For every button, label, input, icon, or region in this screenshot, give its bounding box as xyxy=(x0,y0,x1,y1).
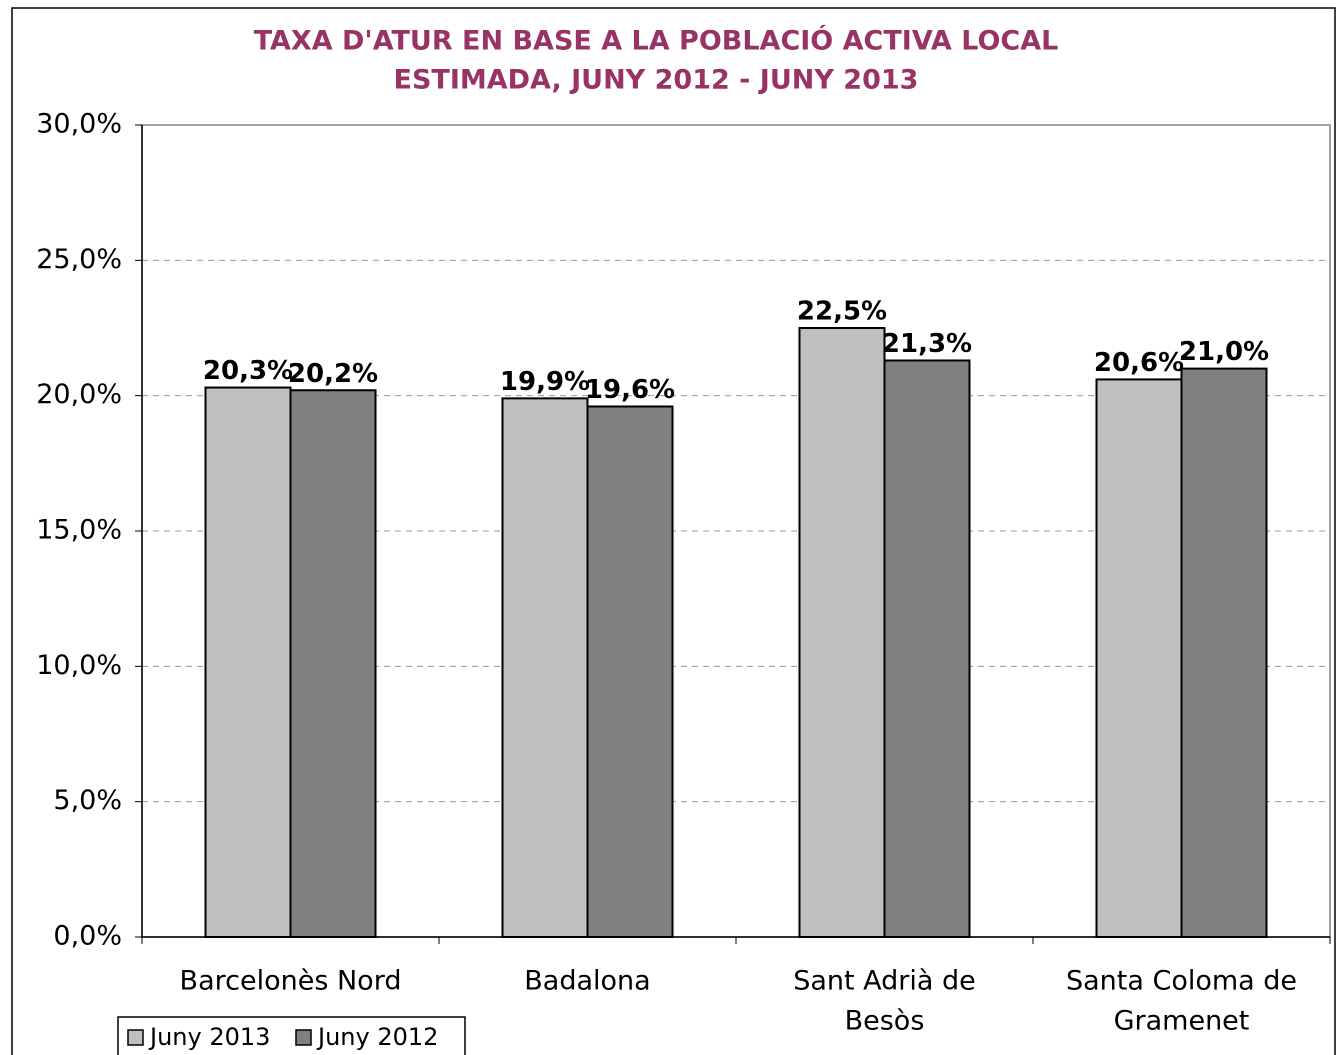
value-label: 20,3% xyxy=(203,356,293,386)
value-label: 21,0% xyxy=(1179,337,1269,367)
y-tick-label: 0,0% xyxy=(53,921,122,952)
chart-title: TAXA D'ATUR EN BASE A LA POBLACIÓ ACTIVA… xyxy=(254,25,1059,57)
legend-label: Juny 2012 xyxy=(316,1023,438,1051)
bar xyxy=(1095,378,1183,938)
y-tick-label: 30,0% xyxy=(36,109,122,140)
x-tick-label: Barcelonès Nord xyxy=(180,966,402,997)
bar xyxy=(1180,367,1268,939)
legend-swatch xyxy=(295,1029,312,1046)
bar xyxy=(501,397,589,938)
x-tick-label: Besòs xyxy=(845,1006,925,1037)
y-tick-label: 25,0% xyxy=(36,244,122,275)
legend-label: Juny 2013 xyxy=(148,1023,270,1051)
chart-title: ESTIMADA, JUNY 2012 - JUNY 2013 xyxy=(394,65,919,96)
y-tick-label: 5,0% xyxy=(53,785,122,816)
y-tick-label: 10,0% xyxy=(36,650,122,681)
bar xyxy=(204,386,292,938)
value-label: 21,3% xyxy=(882,329,972,359)
value-label: 22,5% xyxy=(797,297,887,327)
legend-swatch xyxy=(127,1029,144,1046)
value-label: 20,6% xyxy=(1094,348,1184,378)
y-tick-label: 20,0% xyxy=(36,379,122,410)
x-tick-label: Santa Coloma de xyxy=(1066,966,1297,997)
bar xyxy=(883,359,971,939)
value-label: 20,2% xyxy=(288,359,378,389)
y-tick-label: 15,0% xyxy=(36,515,122,546)
x-tick-label: Badalona xyxy=(524,966,650,997)
value-label: 19,9% xyxy=(500,367,590,397)
bar xyxy=(798,327,886,938)
bar xyxy=(586,405,674,938)
bar xyxy=(289,389,377,938)
value-label: 19,6% xyxy=(585,375,675,405)
legend-box xyxy=(117,1016,466,1055)
x-tick-label: Sant Adrià de xyxy=(793,966,976,997)
x-tick-label: Gramenet xyxy=(1114,1006,1250,1037)
